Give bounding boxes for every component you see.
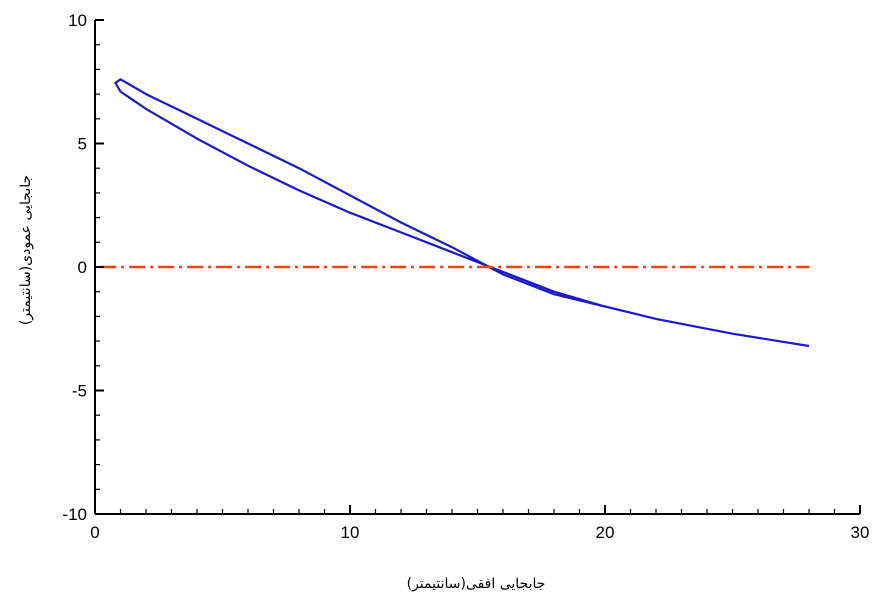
y-tick-label: -10	[62, 505, 87, 524]
x-tick-label: 30	[851, 523, 870, 542]
x-tick-label: 0	[90, 523, 99, 542]
y-tick-label: -5	[72, 382, 87, 401]
y-axis-title: جابجایی عمودی(سانتیمتر)	[18, 175, 34, 325]
y-tick-label: 5	[78, 135, 87, 154]
tick-labels-layer: 0 10 20 30 -10 -5 0 5 10	[62, 11, 869, 542]
y-tick-label: 10	[68, 11, 87, 30]
ticks-layer	[94, 19, 861, 515]
y-tick-label: 0	[78, 258, 87, 277]
x-axis-title: جابجایی افقی(سانتیمتر)	[407, 576, 546, 592]
series-line-0	[114, 78, 810, 348]
x-tick-label: 20	[596, 523, 615, 542]
series-layer	[100, 78, 810, 348]
x-tick-label: 10	[341, 523, 360, 542]
